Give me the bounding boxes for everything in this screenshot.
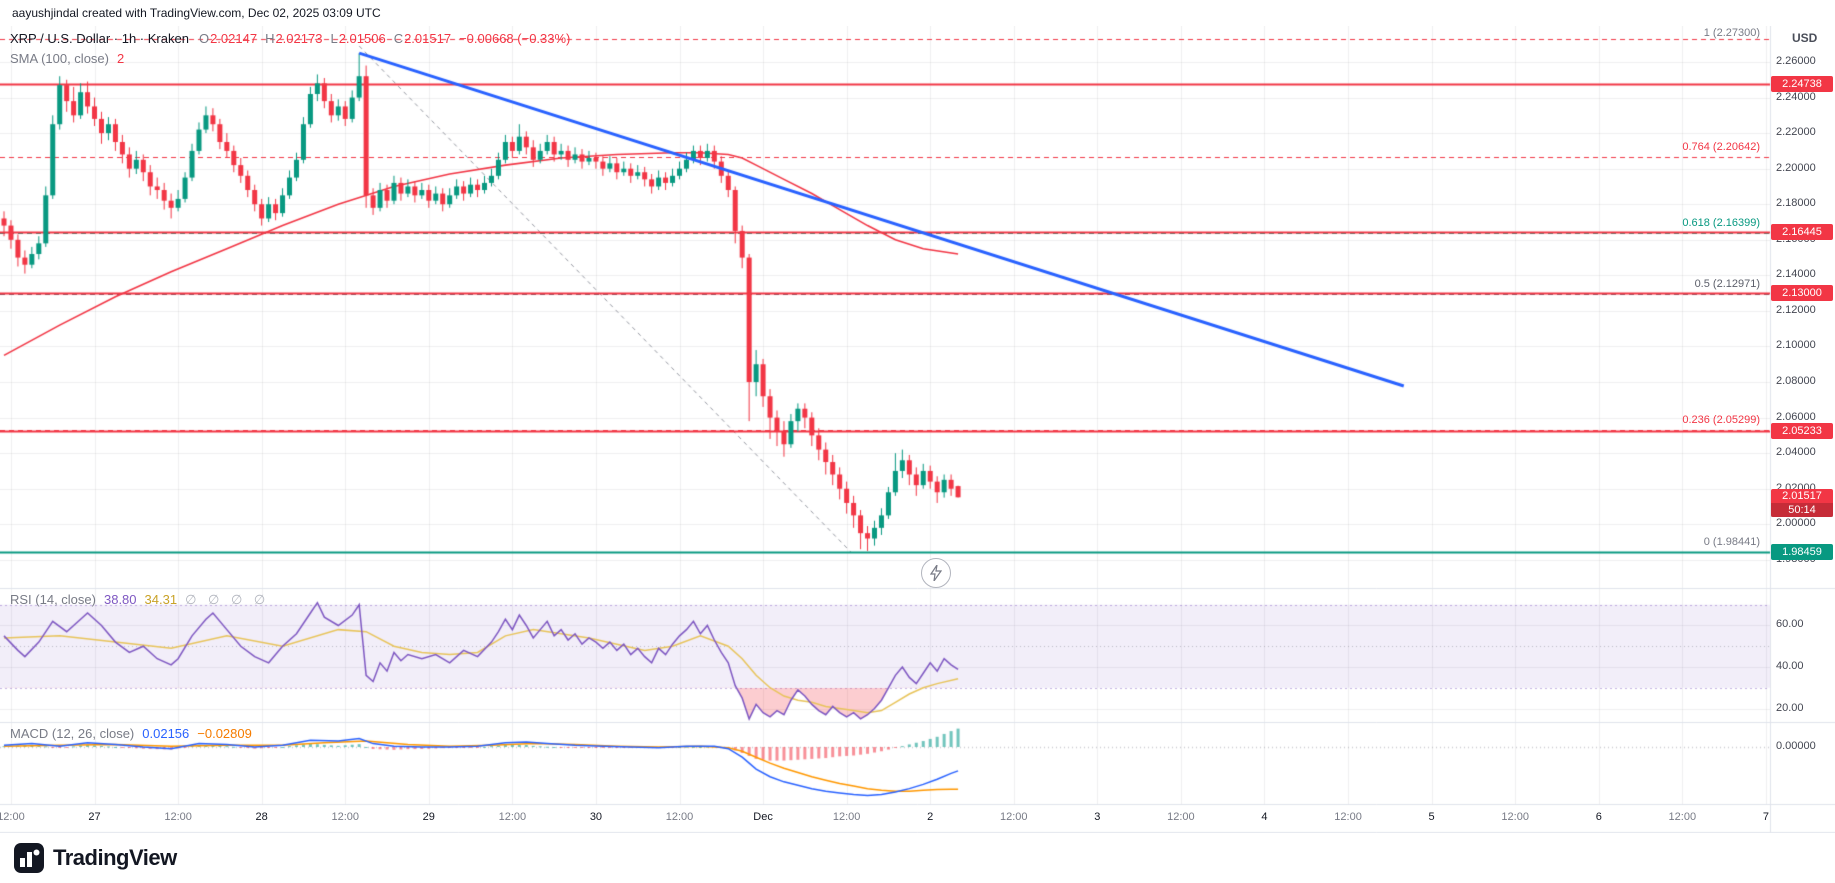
close-value: 2.01517	[404, 31, 452, 46]
price-axis-tick: 2.08000	[1776, 375, 1816, 388]
price-axis-tick: 2.04000	[1776, 446, 1816, 459]
rsi-legend-row[interactable]: RSI (14, close) 38.80 34.31 ∅ ∅ ∅ ∅	[10, 592, 269, 608]
lightning-watermark-icon[interactable]	[921, 558, 951, 588]
sma-label: SMA (100, close)	[10, 51, 109, 66]
rsi-axis-tick: 60.00	[1776, 618, 1804, 631]
fib-level-label: 0.618 (2.16399)	[1682, 216, 1760, 229]
sma-legend-row[interactable]: SMA (100, close) 2	[10, 51, 132, 66]
current-price-badge: 2.01517 50:14	[1771, 489, 1833, 518]
time-axis-label: 12:00	[1000, 811, 1028, 823]
time-axis-label: 12:00	[498, 811, 527, 823]
time-axis-label: 5	[1428, 811, 1435, 823]
price-axis-tick: 2.26000	[1776, 55, 1816, 67]
fib-level-label: 1 (2.27300)	[1703, 27, 1760, 39]
fib-level-label: 0 (1.98441)	[1703, 536, 1760, 548]
rsi-label: RSI (14, close)	[10, 592, 96, 607]
time-axis-label: 12:00	[164, 811, 192, 823]
macd-legend-row[interactable]: MACD (12, 26, close) 0.02156 −0.02809	[10, 726, 260, 741]
time-axis-label: 27	[88, 811, 101, 823]
time-axis-label: 3	[1094, 811, 1101, 823]
attribution-text: aayushjindal created with TradingView.co…	[12, 6, 381, 20]
bottom-brand-bar: TradingView	[0, 833, 1835, 883]
macd-axis-tick: 0.00000	[1776, 740, 1816, 752]
time-axis-label: 12:00	[1501, 811, 1529, 823]
axis-currency-label[interactable]: USD	[1792, 31, 1818, 45]
price-line-badge: 2.24738	[1771, 76, 1833, 93]
high-value: 2.02173	[275, 31, 323, 46]
rsi-value: 38.80	[103, 592, 137, 607]
price-line-badge: 2.13000	[1771, 285, 1833, 302]
open-value: 2.02147	[210, 31, 258, 46]
price-axis-tick: 2.12000	[1776, 303, 1816, 316]
price-line-badge: 1.98459	[1771, 543, 1833, 560]
symbol-title: XRP / U.S. Dollar · 1h · Kraken	[10, 31, 189, 46]
price-line-badge: 2.16445	[1771, 223, 1833, 240]
time-axis-label: 28	[255, 811, 268, 823]
time-axis-label: 12:00	[1668, 811, 1697, 823]
tradingview-wordmark[interactable]: TradingView	[53, 845, 177, 870]
fib-level-label: 0.236 (2.05299)	[1682, 414, 1760, 427]
price-axis-tick: 2.18000	[1776, 197, 1816, 210]
fib-level-label: 0.5 (2.12971)	[1694, 277, 1760, 290]
high-label: H	[265, 31, 275, 46]
fib-level-label: 0.764 (2.20642)	[1682, 141, 1760, 154]
close-label: C	[393, 31, 404, 46]
time-axis-label: 30	[589, 811, 603, 823]
bar-countdown: 50:14	[1771, 503, 1833, 518]
price-axis-tick: 2.06000	[1776, 410, 1816, 423]
price-axis-tick: 2.10000	[1776, 339, 1816, 352]
price-line-badge: 2.05233	[1771, 423, 1833, 440]
time-axis-label: 12:00	[331, 811, 359, 823]
time-axis-label: 29	[422, 811, 435, 823]
time-axis-label: Dec	[753, 811, 773, 823]
time-axis-label: 7	[1762, 811, 1769, 823]
time-axis-label: 12:00	[832, 811, 861, 823]
macd-hist-value: 0.02156	[142, 726, 190, 741]
time-axis-label: 2	[927, 811, 934, 823]
price-axis-tick: 2.14000	[1776, 268, 1816, 281]
sma-value: 2	[117, 51, 125, 66]
price-axis-tick: 2.20000	[1776, 161, 1816, 174]
tradingview-logo-icon[interactable]	[14, 843, 44, 873]
rsi-axis-tick: 40.00	[1776, 660, 1804, 672]
price-axis-tick: 2.22000	[1776, 126, 1816, 139]
low-label: L	[330, 31, 338, 46]
open-label: O	[198, 31, 210, 46]
price-axis-tick: 2.00000	[1776, 517, 1816, 530]
time-axis-label: 4	[1261, 811, 1268, 823]
rsi-hidden-values: ∅ ∅ ∅ ∅	[185, 592, 270, 607]
time-axis-label: 12:00	[665, 811, 694, 823]
change-value: −0.00668 (−0.33%)	[459, 31, 571, 46]
macd-label: MACD (12, 26, close)	[10, 726, 135, 741]
rsi-axis-tick: 20.00	[1776, 701, 1804, 714]
time-axis-label: 6	[1595, 811, 1602, 823]
macd-line-value: −0.02809	[197, 726, 252, 741]
time-axis-label: 12:00	[1334, 811, 1362, 823]
time-axis-label: 12:00	[0, 811, 25, 823]
symbol-legend-row[interactable]: XRP / U.S. Dollar · 1h · Kraken O2.02147 H…	[10, 31, 578, 46]
attribution-bar: aayushjindal created with TradingView.co…	[0, 0, 1835, 26]
time-axis-label: 12:00	[1167, 811, 1195, 823]
current-price-value: 2.01517	[1782, 490, 1822, 503]
price-axis-tick: 2.24000	[1776, 90, 1816, 103]
low-value: 2.01506	[338, 31, 386, 46]
rsi-ma-value: 34.31	[144, 592, 178, 607]
